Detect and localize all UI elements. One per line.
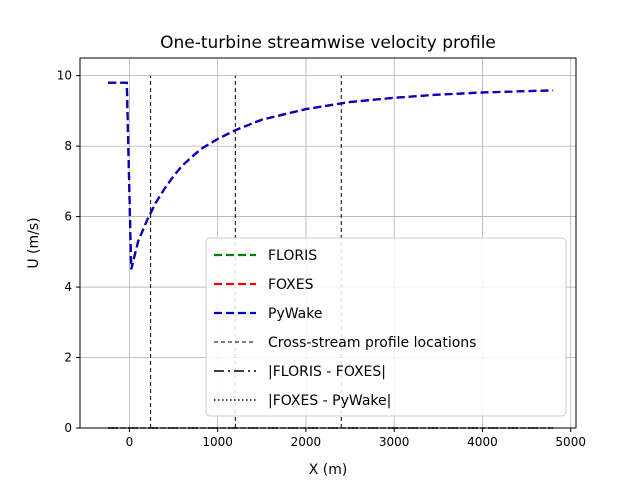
x-tick-label: 0 [126,435,134,449]
x-tick-label: 4000 [467,435,498,449]
y-tick-label: 0 [64,421,72,435]
y-tick-label: 10 [57,69,72,83]
y-tick-label: 6 [64,210,72,224]
chart-title: One-turbine streamwise velocity profile [160,33,496,53]
legend-label: FLORIS [268,248,317,264]
legend-label: |FOXES - PyWake| [268,393,391,409]
legend-label: Cross-stream profile locations [268,335,476,351]
legend-box [205,237,567,417]
y-tick-label: 2 [64,351,72,365]
y-tick-label: 8 [64,139,72,153]
x-tick-label: 1000 [202,435,233,449]
x-tick-label: 2000 [291,435,322,449]
legend-label: PyWake [268,306,322,322]
legend-label: FOXES [268,277,314,293]
ticks: 0 1000 2000 3000 4000 5000 0 2 4 6 8 10 [57,69,586,449]
legend: FLORIS FOXES PyWake Cross-stream profile lo… [205,237,567,417]
x-axis-label: X (m) [309,462,348,478]
y-axis-label: U (m/s) [26,217,42,268]
y-tick-label: 4 [64,280,72,294]
axes-frame [79,57,577,429]
x-tick-label: 3000 [379,435,410,449]
x-tick-label: 5000 [555,435,586,449]
legend-label: |FLORIS - FOXES| [268,364,386,380]
